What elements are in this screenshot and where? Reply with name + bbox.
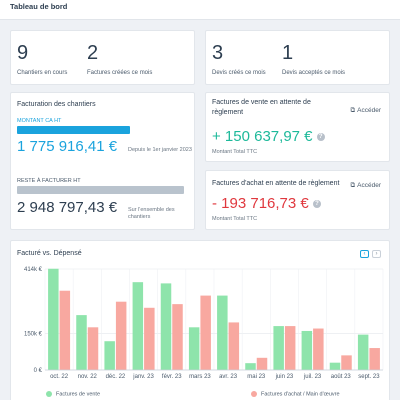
x-tick-label: avr. 23 (219, 374, 238, 380)
bar-sales (188, 327, 200, 370)
stat-devis-crees[interactable]: 3 Devis créés ce mois (212, 43, 282, 76)
stat-label: Devis créés ce mois (212, 70, 266, 76)
reste-note: Sur l'ensemble des chantiers (128, 207, 175, 221)
stat-devis-acceptes[interactable]: 1 Devis acceptés ce mois (282, 43, 387, 76)
x-tick-label: sept. 23 (358, 374, 380, 380)
bar-sales (76, 315, 87, 370)
bar-purchases (313, 328, 324, 370)
stats-card-devis: 3 Devis créés ce mois 1 Devis acceptés c… (205, 30, 390, 85)
x-tick-label: janv. 23 (132, 374, 154, 380)
stat-value: 9 (17, 42, 29, 64)
montant-note: Depuis le 1er janvier 2023 (128, 147, 192, 153)
sales-invoices-amount: + 150 637,97 € ? (212, 128, 325, 145)
help-icon[interactable]: ? (316, 133, 325, 142)
stat-label: Devis acceptés ce mois (282, 70, 346, 76)
bar-purchases (341, 355, 352, 370)
purchase-invoices-amount: - 193 716,73 € ? (212, 195, 321, 212)
bar-purchases (115, 301, 127, 370)
x-tick-label: oct. 22 (50, 374, 69, 380)
purchase-invoices-link[interactable]: ⧉ Accéder (350, 182, 381, 190)
bar-sales (273, 326, 284, 370)
bar-sales (357, 334, 369, 370)
x-tick-label: févr. 23 (162, 374, 182, 380)
bar-sales (48, 268, 59, 370)
billing-title: Facturation des chantiers (17, 101, 96, 108)
external-link-icon: ⧉ (350, 182, 356, 189)
bar-purchases (172, 304, 183, 370)
link-label: Accéder (357, 107, 381, 114)
montant-label: MONTANT CA HT (17, 118, 62, 124)
bar-sales (217, 295, 228, 370)
sales-invoices-link[interactable]: ⧉ Accéder (350, 107, 381, 115)
stat-label: Chantiers en cours (17, 70, 68, 76)
bar-sales (104, 341, 115, 370)
bar-purchases (59, 290, 71, 370)
legend-swatch (251, 391, 257, 397)
amount-text: + 150 637,97 € (212, 128, 313, 145)
sales-invoices-sublabel: Montant Total TTC (212, 149, 258, 155)
x-tick-label: août 23 (331, 374, 352, 380)
stat-value: 1 (282, 42, 294, 64)
y-tick-label: 150k € (24, 331, 43, 337)
chart-next-button[interactable]: › (372, 250, 381, 258)
legend-item-purchases[interactable]: Factures d'achat / Main d'œuvre (251, 391, 340, 397)
chart-prev-button[interactable]: ‹ (360, 250, 369, 258)
amount-text: - 193 716,73 € (212, 195, 309, 212)
page-title: Tableau de bord (10, 2, 68, 11)
bar-chart: 0 € 150k € 414k € oct. 22 nov. 22 déc. 22 janv… (24, 267, 384, 380)
top-bar: Tableau de bord (0, 0, 400, 20)
y-tick-label: 414k € (24, 267, 43, 273)
purchase-invoices-card: Factures d'achat en attente de règlement… (205, 170, 390, 230)
x-tick-label: mai 23 (247, 374, 266, 380)
montant-value: 1 775 916,41 € (17, 138, 118, 155)
bar-sales (301, 330, 313, 370)
y-tick-label: 0 € (34, 368, 43, 374)
stat-value: 3 (212, 42, 224, 64)
reste-label: RESTE À FACTURER HT (17, 178, 81, 184)
purchase-invoices-title: Factures d'achat en attente de règlement (212, 180, 340, 187)
stat-chantiers-en-cours[interactable]: 9 Chantiers en cours (17, 43, 87, 76)
montant-progress-bar (17, 126, 130, 134)
chart-card: Facturé vs. Dépensé ‹ › 0 € 150k € 414k € o… (10, 240, 390, 400)
reste-progress-bar (17, 186, 184, 194)
sales-invoices-card: Factures de vente en attente de règlemen… (205, 92, 390, 162)
help-icon[interactable]: ? (312, 200, 321, 209)
bar-sales (245, 363, 256, 370)
bar-sales (160, 283, 172, 370)
sales-invoices-title: Factures de vente en attente de règlemen… (212, 99, 311, 116)
bar-purchases (256, 357, 268, 370)
bar-purchases (228, 322, 240, 370)
reste-value: 2 948 797,43 € (17, 199, 118, 216)
stat-label: Factures créées ce mois (87, 70, 153, 76)
stat-factures-creees[interactable]: 2 Factures créées ce mois (87, 43, 192, 76)
stats-card-chantiers: 9 Chantiers en cours 2 Factures créées c… (10, 30, 195, 85)
bar-purchases (144, 307, 155, 370)
chart-title: Facturé vs. Dépensé (17, 250, 82, 257)
billing-card: Facturation des chantiers MONTANT CA HT … (10, 92, 195, 230)
legend-label: Factures de vente (56, 391, 101, 398)
legend-label: Factures d'achat / Main d'œuvre (261, 391, 340, 398)
x-tick-label: nov. 22 (78, 374, 98, 380)
bar-purchases (87, 327, 99, 370)
bar-purchases (200, 295, 211, 370)
legend-item-sales[interactable]: Factures de vente (46, 391, 100, 397)
stat-value: 2 (87, 42, 99, 64)
bar-sales (132, 282, 144, 370)
bar-purchases (369, 348, 380, 370)
bar-purchases (284, 326, 296, 370)
x-tick-label: juin 23 (275, 374, 294, 380)
purchase-invoices-sublabel: Montant Total TTC (212, 216, 258, 222)
x-tick-label: mars 23 (189, 374, 211, 380)
bar-sales (329, 362, 341, 370)
link-label: Accéder (357, 182, 381, 189)
legend-swatch (46, 391, 52, 397)
x-tick-label: déc. 22 (106, 374, 126, 380)
external-link-icon: ⧉ (350, 107, 356, 114)
x-tick-label: juil. 23 (303, 374, 322, 380)
